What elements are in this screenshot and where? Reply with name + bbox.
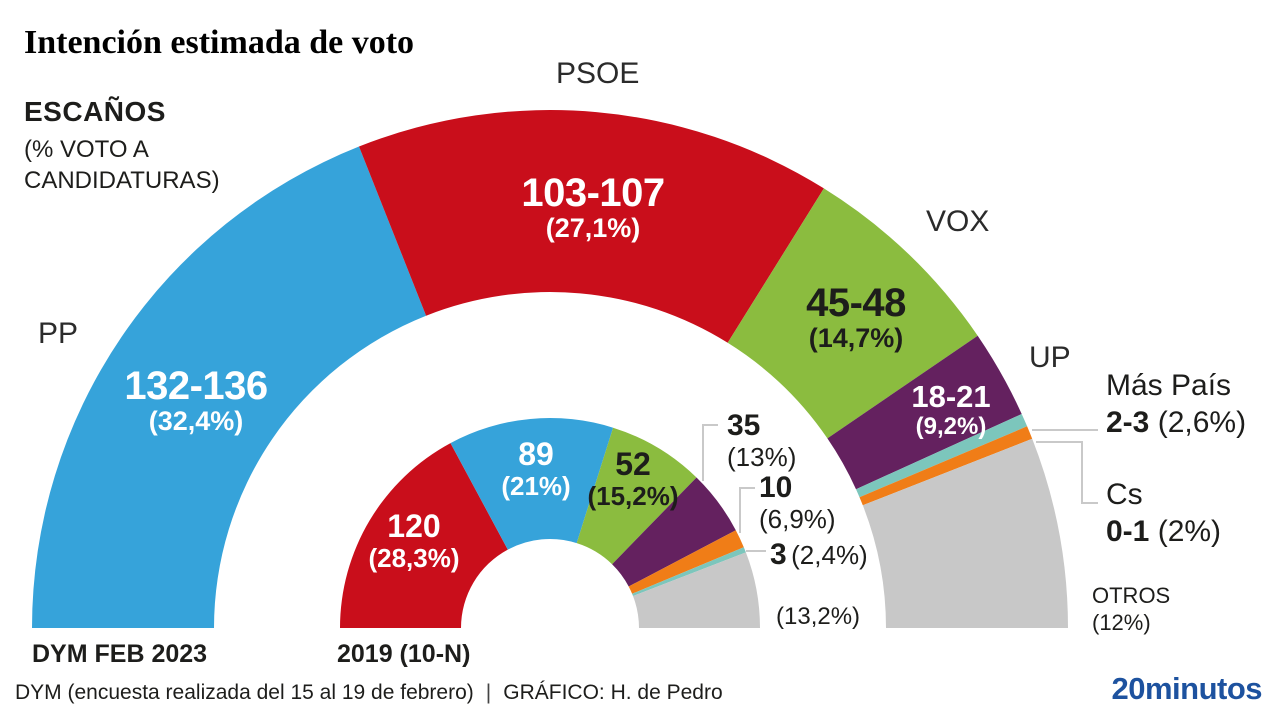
- source-note: DYM (encuesta realizada del 15 al 19 de …: [15, 681, 474, 704]
- party-label-vox: VOX: [926, 205, 990, 238]
- seats-pp: 132-136: [124, 364, 268, 408]
- arc-outer-up: [827, 335, 1022, 490]
- value-vox-2019: 52 (15,2%): [587, 447, 678, 510]
- callout-up-2019: 35 (13%): [727, 409, 796, 473]
- party-label-mas-pais: Más País: [1106, 369, 1232, 402]
- arc-inner-mas-pais: [632, 547, 746, 596]
- pct-cs: (2%): [1157, 514, 1222, 548]
- arc-outer-pp: [32, 146, 427, 628]
- value-vox: 45-48 (14,7%): [806, 282, 906, 352]
- pct-pp-2019: (21%): [501, 470, 571, 501]
- arc-outer-cs: [859, 426, 1033, 506]
- seats-psoe: 103-107: [521, 171, 665, 215]
- seats-pp-2019: 89: [518, 436, 554, 472]
- pct-psoe: (27,1%): [545, 213, 641, 243]
- leader-line: [1036, 441, 1098, 504]
- pct-up: (9,2%): [915, 412, 987, 440]
- leader-line: [739, 487, 755, 533]
- subtitle-seats: ESCAÑOS: [24, 96, 166, 127]
- callout-mas-pais-2019: 3 (2,4%): [770, 538, 868, 571]
- leader-line: [702, 424, 718, 481]
- callout-cs: Cs 0-1 (2%): [1106, 477, 1221, 550]
- pct-cs-2019: (6,9%): [759, 504, 836, 534]
- seats-up: 18-21: [911, 379, 991, 414]
- party-label-cs: Cs: [1106, 478, 1143, 511]
- pct-otros: (12%): [1092, 609, 1151, 635]
- footer-separator: |: [485, 681, 492, 704]
- value-psoe-2019: 120 (28,3%): [368, 509, 459, 572]
- party-label-pp: PP: [38, 317, 79, 350]
- arc-outer-otros: [862, 438, 1068, 628]
- pct-psoe-2019: (28,3%): [368, 542, 460, 573]
- seats-psoe-2019: 120: [387, 508, 441, 544]
- ring-label-2019: 2019 (10-N): [337, 640, 471, 668]
- arc-inner-up: [612, 477, 736, 587]
- seats-cs-2019: 10: [759, 471, 793, 504]
- value-pp-2019: 89 (21%): [501, 437, 570, 500]
- arc-inner-pp: [450, 418, 614, 550]
- seats-up-2019: 35: [727, 409, 761, 442]
- arc-inner-psoe: [340, 443, 508, 628]
- arc-inner-cs: [628, 530, 744, 594]
- value-pp: 132-136 (32,4%): [124, 364, 268, 436]
- party-label-otros: OTROS: [1092, 583, 1171, 608]
- arc-outer-mas-pais: [856, 414, 1028, 498]
- callout-mas-pais: Más País 2-3 (2,6%): [1106, 368, 1246, 441]
- pct-up-2019: (13%): [727, 442, 797, 472]
- ring-label-dym-2023: DYM FEB 2023: [32, 640, 208, 668]
- seats-mas-pais-2019: 3: [770, 538, 787, 571]
- subtitle-note: (% VOTO A CANDIDATURAS): [24, 136, 220, 195]
- value-up: 18-21 (9,2%): [911, 379, 991, 440]
- seats-cs: 0-1: [1106, 514, 1150, 548]
- seats-vox: 45-48: [806, 281, 906, 325]
- arc-outer-psoe: [359, 110, 824, 343]
- value-psoe: 103-107 (27,1%): [521, 171, 665, 243]
- callout-otros: OTROS (12%): [1092, 583, 1170, 637]
- newspaper-logo: 20minutos: [1111, 671, 1262, 706]
- pct-pp: (32,4%): [148, 406, 244, 436]
- pct-mas-pais-2019: (2,4%): [791, 540, 868, 570]
- callout-cs-2019: 10 (6,9%): [759, 471, 836, 535]
- footer: DYM (encuesta realizada del 15 al 19 de …: [15, 681, 723, 705]
- pct-mas-pais: (2,6%): [1157, 405, 1247, 439]
- pct-otros-2019: (13,2%): [776, 603, 861, 630]
- credit-note: GRÁFICO: H. de Pedro: [503, 681, 723, 704]
- party-label-psoe: PSOE: [556, 57, 640, 90]
- page-title: Intención estimada de voto: [24, 24, 415, 61]
- arc-inner-otros: [633, 552, 760, 628]
- pct-vox: (14,7%): [808, 323, 904, 353]
- arc-inner-vox: [576, 427, 697, 565]
- party-label-up: UP: [1029, 341, 1071, 374]
- seats-vox-2019: 52: [615, 446, 651, 482]
- seats-mas-pais: 2-3: [1106, 405, 1150, 439]
- pct-vox-2019: (15,2%): [587, 480, 679, 511]
- arc-outer-vox: [727, 188, 978, 439]
